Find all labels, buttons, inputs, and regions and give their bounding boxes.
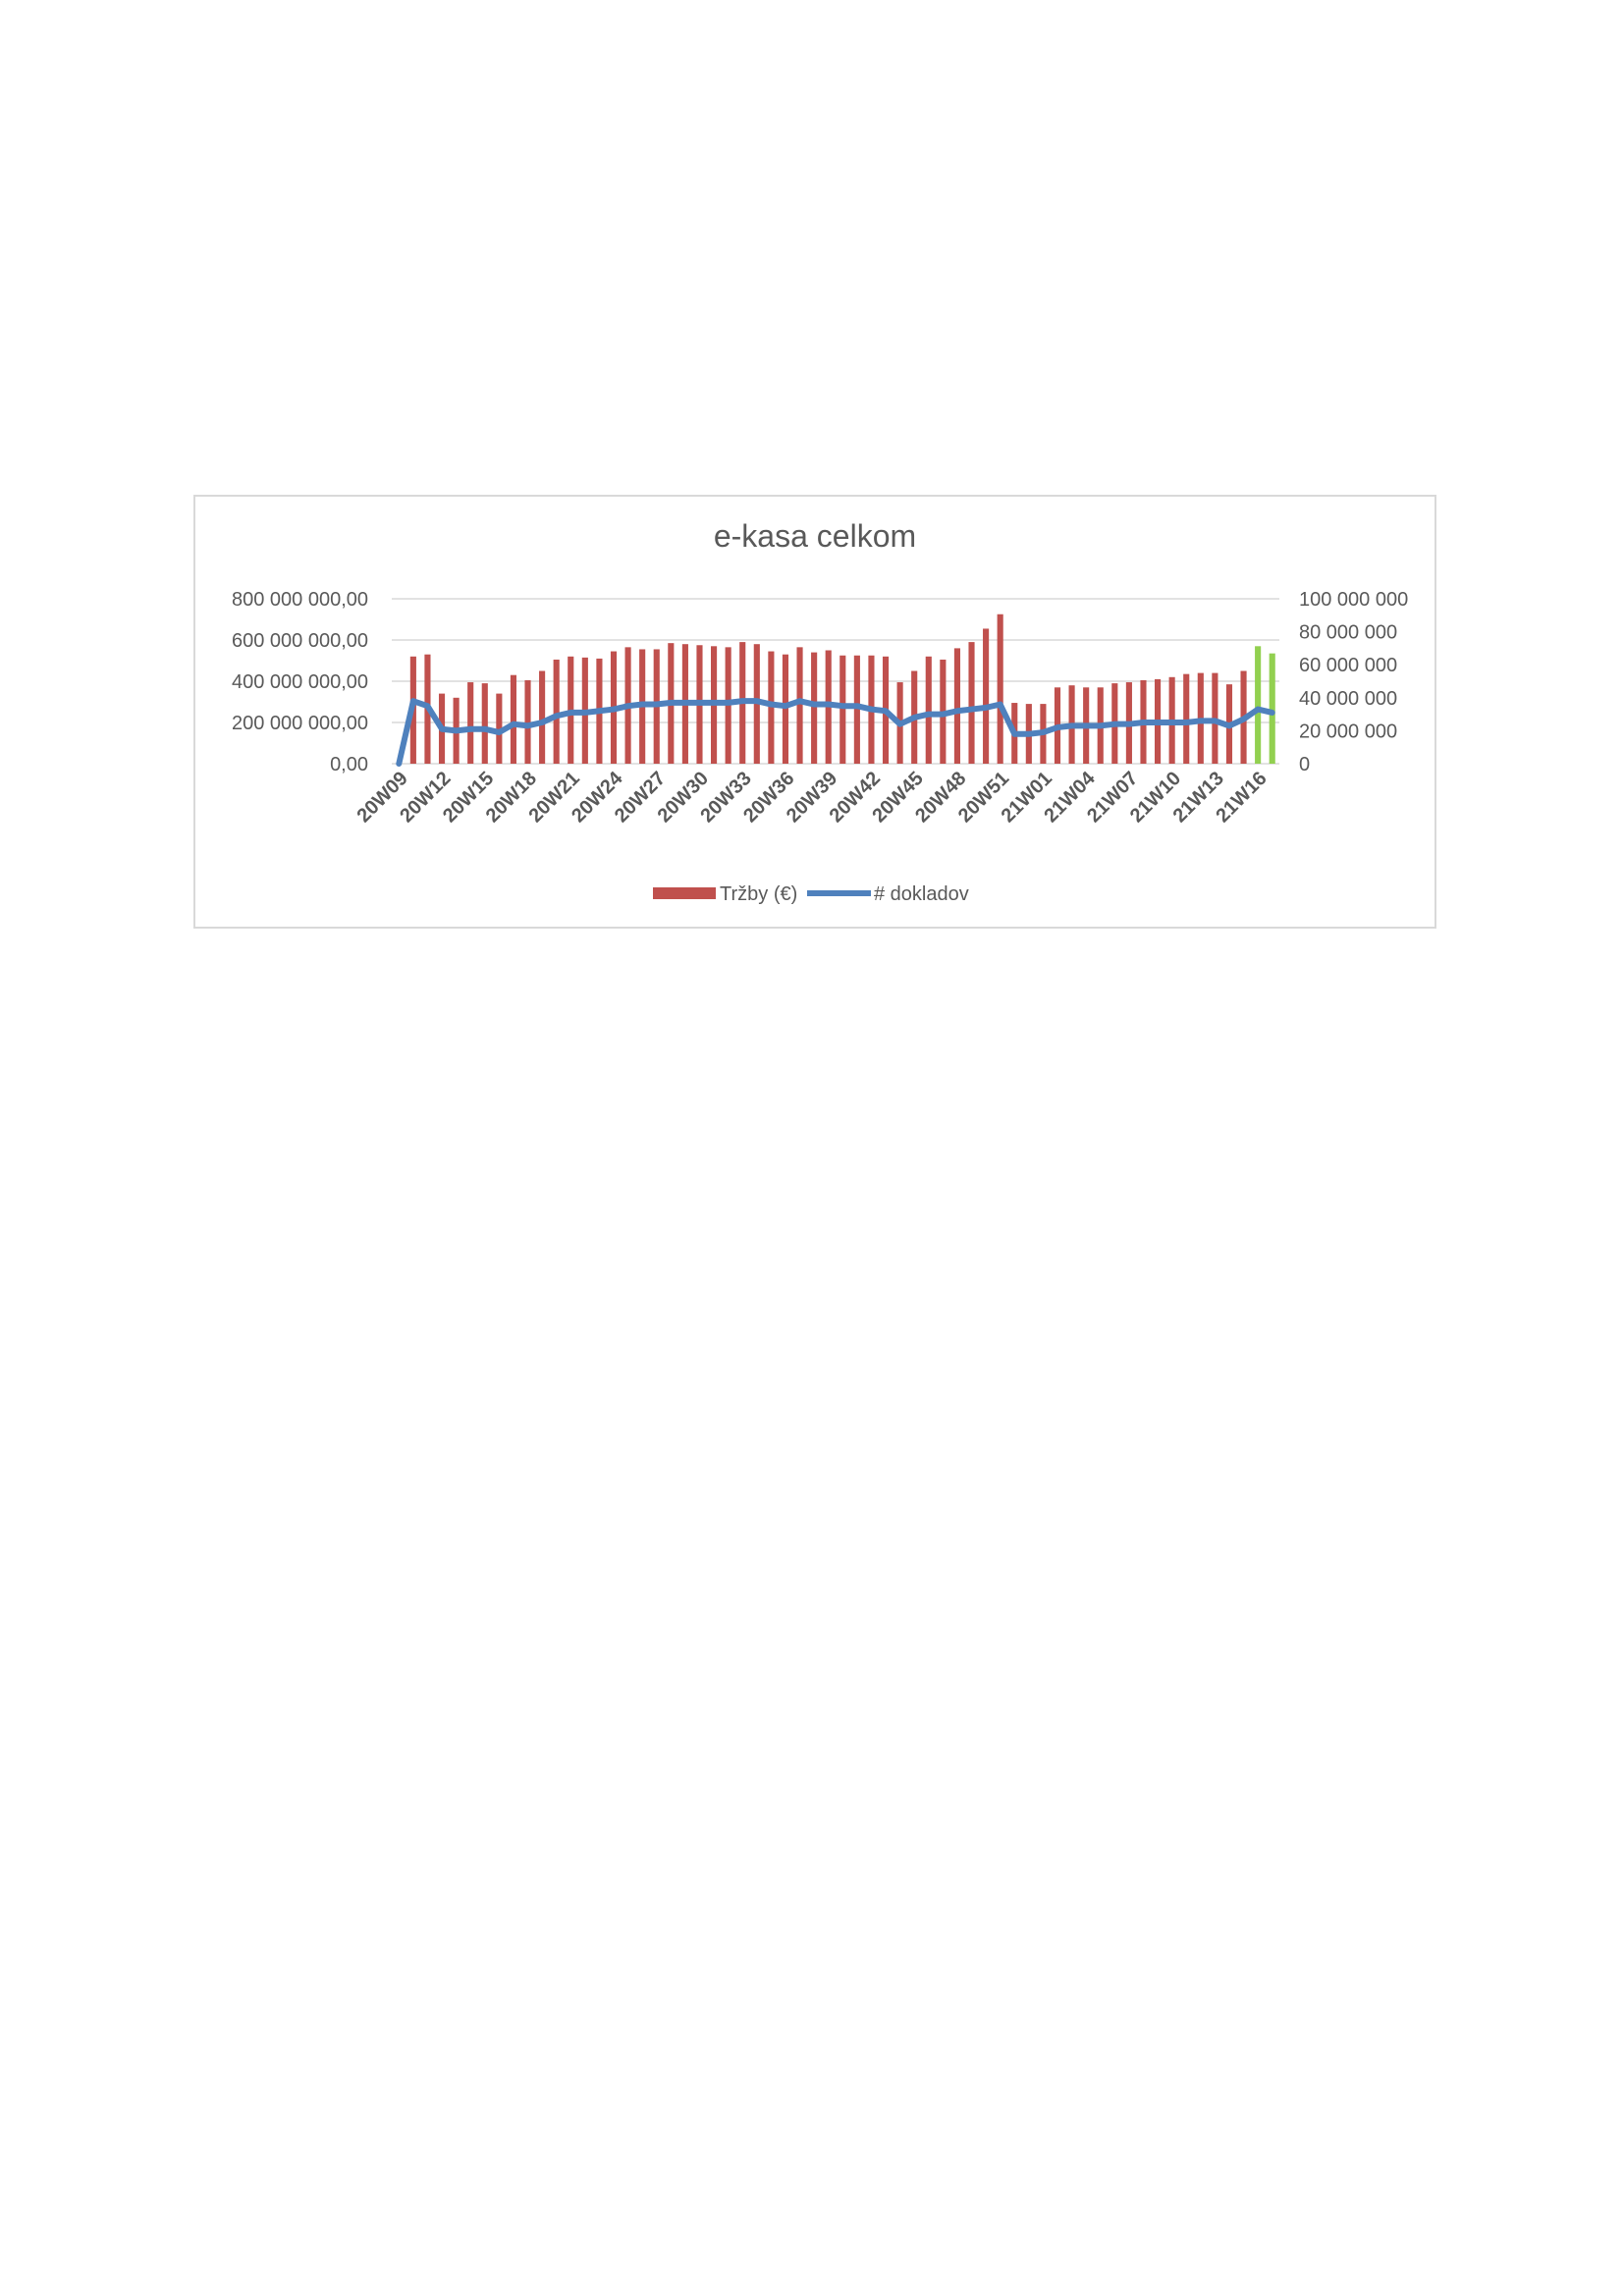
left-tick-label: 600 000 000,00: [232, 630, 368, 652]
right-tick-label: 40 000 000: [1299, 688, 1397, 710]
line-series: [396, 698, 1275, 767]
bar-21W17: [1269, 653, 1275, 764]
legend-label-bars: Tržby (€): [720, 883, 797, 905]
bar-20W50: [983, 628, 990, 764]
bar-series: [409, 614, 1275, 764]
legend-label-line: # dokladov: [874, 883, 969, 905]
bar-20W36: [782, 654, 789, 764]
bar-20W46: [925, 656, 932, 764]
bar-20W37: [796, 647, 803, 764]
bar-20W16: [496, 693, 503, 764]
x-axis: 20W0920W1220W1520W1820W2120W2420W2720W30…: [352, 767, 1271, 827]
bar-20W51: [997, 614, 1003, 764]
bar-20W40: [839, 655, 846, 764]
bar-20W49: [968, 642, 975, 764]
combo-chart: e-kasa celkom 0,00 200 000 000,00 400 000 …: [232, 518, 1408, 905]
right-tick-label: 0: [1299, 754, 1310, 775]
bar-20W15: [481, 683, 488, 764]
right-tick-label: 80 000 000: [1299, 622, 1397, 644]
right-tick-label: 20 000 000: [1299, 721, 1397, 742]
bar-20W18: [524, 679, 531, 764]
bar-20W35: [768, 651, 775, 764]
line-dokladov: [396, 698, 1275, 767]
right-tick-label: 100 000 000: [1299, 589, 1408, 611]
bar-20W38: [811, 652, 818, 764]
left-axis: 0,00 200 000 000,00 400 000 000,00 600 000 …: [232, 589, 368, 775]
bar-20W20: [553, 659, 560, 764]
bar-20W48: [953, 648, 960, 764]
legend: Tržby (€) # dokladov: [653, 883, 969, 905]
bar-21W11: [1183, 673, 1190, 764]
bar-20W17: [510, 674, 516, 764]
left-tick-label: 200 000 000,00: [232, 713, 368, 734]
left-tick-label: 0,00: [330, 754, 368, 775]
right-axis: 0 20 000 000 40 000 000 60 000 000 80 000 00…: [1299, 589, 1408, 775]
left-tick-label: 800 000 000,00: [232, 589, 368, 611]
chart-container: e-kasa celkom 0,00 200 000 000,00 400 000 …: [193, 495, 1436, 929]
bar-21W16: [1255, 646, 1262, 764]
chart-title: e-kasa celkom: [714, 518, 916, 554]
bar-20W19: [539, 670, 546, 764]
legend-swatch-bars: [653, 887, 716, 899]
bar-20W41: [853, 655, 860, 764]
right-tick-label: 60 000 000: [1299, 655, 1397, 676]
bar-20W14: [467, 682, 474, 764]
left-tick-label: 400 000 000,00: [232, 671, 368, 693]
